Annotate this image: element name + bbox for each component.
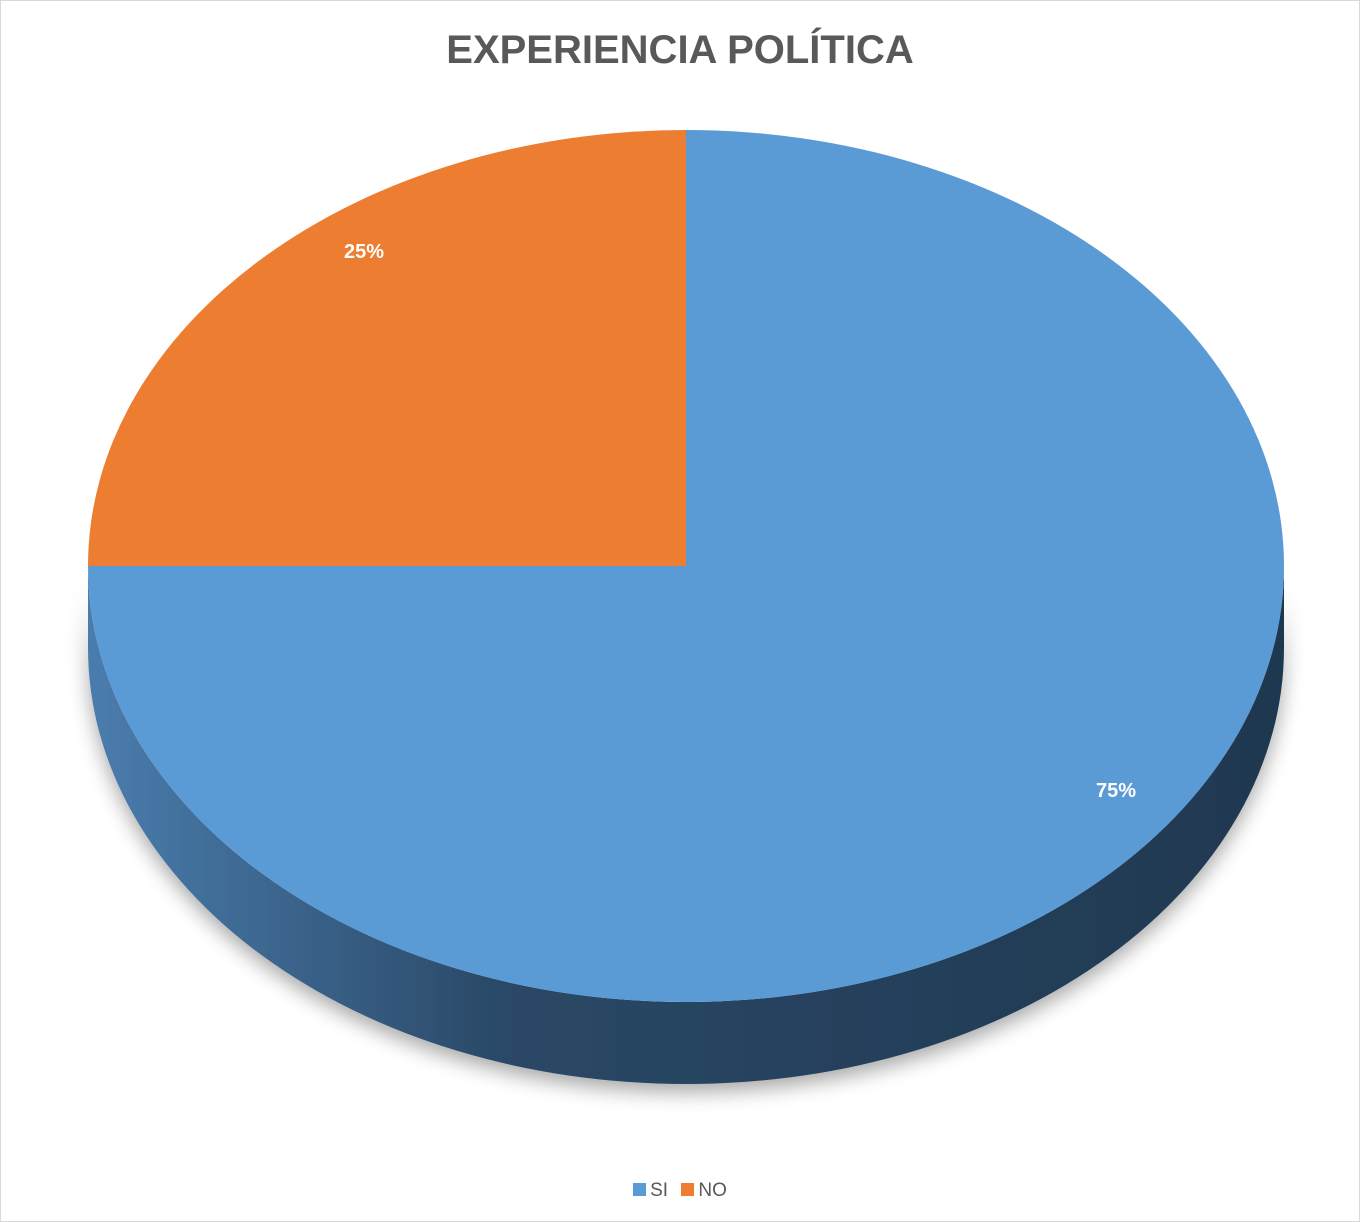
chart-title: EXPERIENCIA POLÍTICA (446, 28, 914, 72)
legend: SI NO (0, 1180, 1360, 1202)
data-label-si: 75% (1096, 780, 1136, 802)
legend-label-no: NO (698, 1180, 727, 1201)
pie-top (88, 130, 1284, 1002)
legend-swatch-si (633, 1183, 647, 1197)
legend-item-si: SI (633, 1180, 668, 1202)
data-label-no: 25% (344, 241, 384, 263)
legend-item-no: NO (681, 1180, 727, 1202)
pie-slice-no (88, 130, 686, 566)
pie-side (88, 566, 1284, 1084)
pie-labels: 75% 25% (344, 241, 1136, 802)
legend-label-si: SI (650, 1180, 669, 1201)
legend-swatch-no (681, 1183, 695, 1197)
pie-wall-si (88, 566, 1284, 1084)
